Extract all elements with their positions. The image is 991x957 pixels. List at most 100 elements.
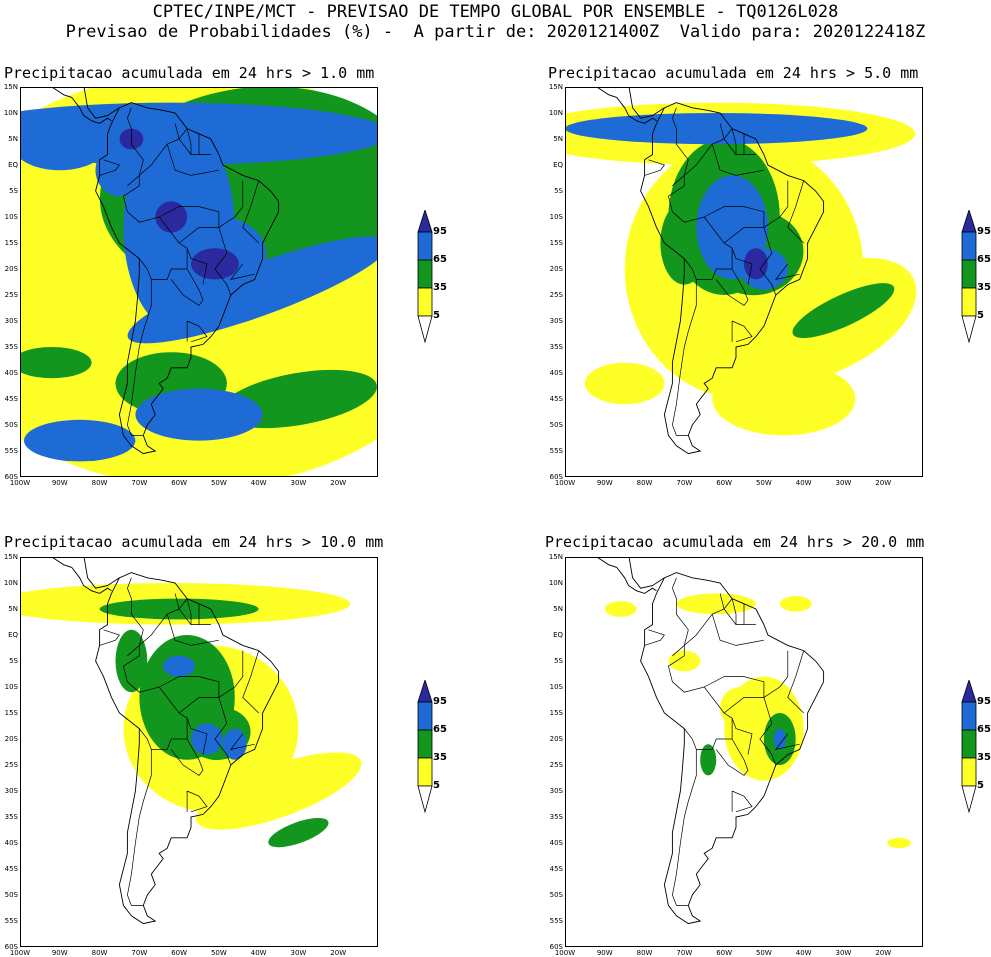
country-border xyxy=(242,180,260,244)
panel-title: Precipitacao acumulada em 24 hrs > 5.0 m… xyxy=(548,64,919,82)
country-border xyxy=(731,248,753,285)
lat-label: 55S xyxy=(549,917,563,925)
panel-title: Precipitacao acumulada em 24 hrs > 1.0 m… xyxy=(4,64,375,82)
lat-label: 55S xyxy=(549,447,563,455)
probability-map xyxy=(565,87,923,477)
lat-label: EQ xyxy=(553,161,563,169)
coastline xyxy=(95,102,280,455)
country-border xyxy=(711,144,764,176)
lat-label: 35S xyxy=(549,813,563,821)
colorbar-label: 5 xyxy=(433,310,440,321)
lon-label: 100W xyxy=(554,949,576,957)
colorbar-segment xyxy=(961,287,977,317)
lat-label: 50S xyxy=(4,891,18,899)
lon-label: 60W xyxy=(716,479,733,487)
lon-label: 90W xyxy=(51,949,68,957)
coastline xyxy=(565,87,657,124)
country-border xyxy=(731,718,753,755)
country-border xyxy=(715,738,749,776)
lat-label: 40S xyxy=(549,839,563,847)
country-border xyxy=(174,123,211,155)
probability-area xyxy=(720,687,760,729)
probability-area xyxy=(604,601,637,617)
probability-area xyxy=(127,236,378,344)
coastline xyxy=(628,557,665,589)
country-border xyxy=(711,614,764,646)
colorbar-segment xyxy=(961,701,977,731)
lat-label: 10N xyxy=(3,109,18,117)
lat-label: 5S xyxy=(9,657,18,665)
colorbar-label: 35 xyxy=(433,282,447,293)
probability-area xyxy=(700,744,717,776)
colorbar xyxy=(961,210,977,344)
lat-label: 30S xyxy=(549,787,563,795)
lat-label: 5N xyxy=(553,605,563,613)
lat-label: 35S xyxy=(4,343,18,351)
lat-label: 10N xyxy=(3,579,18,587)
lon-label: 30W xyxy=(835,949,852,957)
probability-area xyxy=(24,419,136,462)
lon-label: 80W xyxy=(91,949,108,957)
country-border xyxy=(214,180,244,296)
country-border xyxy=(644,629,665,646)
colorbar-segment xyxy=(417,287,433,317)
lat-label: 15N xyxy=(3,553,18,561)
probability-map xyxy=(20,87,378,477)
country-border xyxy=(672,749,697,906)
colorbar-label: 95 xyxy=(977,696,991,707)
lon-label: 70W xyxy=(131,949,148,957)
lon-label: 40W xyxy=(250,479,267,487)
lat-label: 30S xyxy=(549,317,563,325)
lat-label: 5N xyxy=(8,605,18,613)
country-border xyxy=(704,676,765,714)
country-border xyxy=(731,320,753,343)
coastline xyxy=(83,87,120,119)
probability-area xyxy=(191,248,239,280)
probability-area xyxy=(20,347,92,379)
lat-label: 60S xyxy=(549,473,563,481)
lat-label: 10S xyxy=(549,683,563,691)
colorbar-cap xyxy=(417,210,433,233)
lon-label: 90W xyxy=(596,949,613,957)
panel-title: Precipitacao acumulada em 24 hrs > 10.0 … xyxy=(4,533,384,551)
country-border xyxy=(127,107,144,187)
lon-label: 70W xyxy=(131,479,148,487)
lat-label: 25S xyxy=(4,291,18,299)
lat-label: 15N xyxy=(3,83,18,91)
header-title: CPTEC/INPE/MCT - PREVISAO DE TEMPO GLOBA… xyxy=(152,2,839,22)
lat-label: 15S xyxy=(4,709,18,717)
colorbar-segment xyxy=(417,757,433,787)
country-border xyxy=(672,279,697,436)
lat-label: 15N xyxy=(548,553,563,561)
country-border xyxy=(759,180,789,296)
colorbar-cap xyxy=(961,210,977,233)
country-border xyxy=(186,718,208,755)
colorbar-label: 65 xyxy=(977,254,991,265)
lon-label: 40W xyxy=(795,949,812,957)
lon-label: 30W xyxy=(290,949,307,957)
lat-label: 55S xyxy=(4,447,18,455)
probability-area xyxy=(887,837,911,849)
country-border xyxy=(127,279,152,436)
lon-label: 50W xyxy=(210,949,227,957)
colorbar-label: 5 xyxy=(977,780,984,791)
lon-label: 30W xyxy=(835,479,852,487)
lat-label: 5S xyxy=(9,187,18,195)
country-border xyxy=(229,733,255,750)
lat-label: 15S xyxy=(4,239,18,247)
probability-area xyxy=(195,752,362,830)
country-border xyxy=(759,650,789,766)
lat-label: 5S xyxy=(554,187,563,195)
colorbar-segment xyxy=(961,729,977,759)
country-border xyxy=(99,159,120,176)
lat-label: EQ xyxy=(553,631,563,639)
country-border xyxy=(159,676,220,714)
probability-area xyxy=(565,113,868,145)
colorbar xyxy=(961,680,977,814)
coastline xyxy=(640,572,825,925)
probability-area xyxy=(779,596,812,612)
lat-label: 25S xyxy=(549,761,563,769)
colorbar-segment xyxy=(417,259,433,289)
lon-label: 70W xyxy=(676,949,693,957)
lat-label: 20S xyxy=(4,265,18,273)
